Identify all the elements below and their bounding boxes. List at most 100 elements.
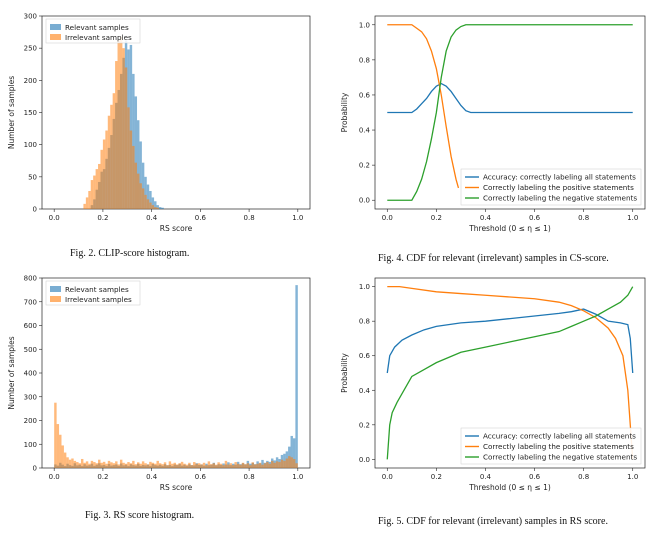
fig4-ytick-label: 1.0 bbox=[359, 21, 370, 29]
fig4-xtick-label: 0.0 bbox=[382, 214, 393, 222]
fig3-bar-irrelevant bbox=[59, 434, 62, 468]
fig2-ytick-label: 0 bbox=[33, 206, 37, 214]
fig4-xtick-label: 1.0 bbox=[627, 214, 638, 222]
fig2-bar-irrelevant bbox=[90, 180, 94, 209]
fig4-line-positive bbox=[387, 24, 460, 189]
fig4-ytick-label: 0.0 bbox=[359, 197, 370, 205]
fig2-legend-label: Relevant samples bbox=[65, 23, 129, 32]
fig5-xlabel: Threshold (0 ≤ η ≤ 1) bbox=[468, 483, 551, 492]
fig3-bar-irrelevant bbox=[171, 463, 174, 468]
fig5-ytick-label: 0.6 bbox=[359, 352, 371, 360]
fig2-bar-irrelevant bbox=[127, 107, 130, 209]
fig3-bar-irrelevant bbox=[168, 461, 172, 468]
fig3-bar-irrelevant bbox=[217, 462, 220, 468]
fig3-bar-irrelevant bbox=[54, 402, 57, 468]
fig3-bar-irrelevant bbox=[122, 462, 125, 468]
fig4-legend-label: Correctly labeling the negative statemen… bbox=[483, 194, 637, 203]
fig3-bar-relevant bbox=[290, 435, 293, 468]
fig4-legend-label: Accuracy: correctly labeling all stateme… bbox=[483, 173, 636, 182]
fig3-bar-irrelevant bbox=[246, 463, 250, 468]
fig3-bar-irrelevant bbox=[88, 463, 91, 468]
fig3-ytick-label: 0 bbox=[33, 465, 37, 473]
fig3-bar-irrelevant bbox=[173, 462, 176, 468]
fig2-bar-relevant bbox=[146, 184, 150, 209]
fig3-bar-irrelevant bbox=[256, 463, 259, 468]
fig3-bar-irrelevant bbox=[107, 460, 111, 468]
fig3-bar-irrelevant bbox=[141, 461, 145, 468]
fig4-xtick-label: 0.6 bbox=[529, 214, 541, 222]
fig5-ytick-label: 1.0 bbox=[359, 283, 370, 291]
fig2-bar-irrelevant bbox=[154, 207, 157, 209]
fig3-bar-irrelevant bbox=[100, 462, 103, 468]
fig3-bar-irrelevant bbox=[229, 463, 233, 468]
fig3-bar-irrelevant bbox=[273, 462, 276, 468]
fig3-xlabel: RS score bbox=[160, 483, 193, 492]
fig3-bar-irrelevant bbox=[251, 462, 254, 468]
fig2-bar-relevant bbox=[151, 197, 155, 209]
fig3-legend-swatch bbox=[50, 286, 61, 292]
fig4-line-accuracy bbox=[387, 82, 633, 114]
fig5-legend-box bbox=[460, 427, 642, 465]
fig2-bar-irrelevant bbox=[95, 169, 99, 209]
fig3-xtick-label: 0.8 bbox=[244, 473, 255, 481]
fig3-bar-irrelevant bbox=[66, 457, 69, 468]
fig2-ytick-label: 150 bbox=[24, 109, 37, 117]
fig4-xtick-label: 0.4 bbox=[480, 214, 492, 222]
fig2-bar-irrelevant bbox=[112, 93, 116, 209]
fig5-xtick-label: 0.4 bbox=[480, 473, 492, 481]
fig3-bar-irrelevant bbox=[234, 462, 237, 468]
fig2-bar-irrelevant bbox=[93, 175, 96, 209]
fig2-bar-irrelevant bbox=[107, 115, 111, 209]
fig3-bar-irrelevant bbox=[232, 465, 235, 468]
fig4-legend-box bbox=[460, 168, 642, 206]
fig3-bar-irrelevant bbox=[68, 459, 72, 468]
fig3-bar-irrelevant bbox=[268, 463, 272, 468]
fig4-ytick-label: 0.6 bbox=[359, 91, 371, 99]
fig2-bar-relevant bbox=[132, 73, 135, 210]
fig3-bar-irrelevant bbox=[263, 463, 267, 468]
fig2-chart: 0.0 0.2 0.4 0.6 0.8 1.0 0 50 100 150 200 250 300 RS s… bbox=[7, 13, 311, 233]
fig3-bar-irrelevant bbox=[188, 462, 191, 468]
fig3-bar-irrelevant bbox=[73, 460, 77, 468]
fig2-bar-irrelevant bbox=[134, 162, 138, 209]
fig3-xtick-label: 0.2 bbox=[97, 473, 108, 481]
fig5-ytick-label: 0.8 bbox=[359, 318, 370, 326]
fig2-bar-irrelevant bbox=[124, 67, 128, 209]
fig3-bar-irrelevant bbox=[158, 463, 162, 468]
fig3-bar-irrelevant bbox=[163, 462, 167, 468]
fig5-legend: Accuracy: correctly labeling all stateme… bbox=[460, 427, 642, 465]
fig2-bar-irrelevant bbox=[151, 205, 155, 209]
fig2-bar-irrelevant bbox=[105, 130, 108, 209]
fig3-legend-swatch bbox=[50, 296, 61, 302]
fig3-bar-irrelevant bbox=[205, 465, 208, 468]
fig3-bar-irrelevant bbox=[288, 456, 291, 468]
fig4-ytick-label: 0.8 bbox=[359, 56, 370, 64]
fig2-bar-irrelevant bbox=[117, 40, 120, 209]
fig3-ytick-label: 400 bbox=[24, 370, 37, 378]
fig2-bar-irrelevant bbox=[132, 145, 135, 209]
fig3-bar-relevant bbox=[261, 459, 264, 468]
fig3-bar-irrelevant bbox=[119, 459, 123, 468]
fig2-xtick-label: 0.8 bbox=[244, 214, 255, 222]
fig3-bar-irrelevant bbox=[210, 464, 213, 468]
fig3-bar-relevant bbox=[292, 438, 296, 468]
fig2-bar-irrelevant bbox=[146, 199, 150, 209]
fig2-bar-relevant bbox=[139, 141, 142, 209]
fig3-bar-irrelevant bbox=[295, 463, 298, 468]
fig2-bar-relevant bbox=[134, 96, 138, 209]
fig2-caption: Fig. 2. CLIP-score histogram. bbox=[70, 248, 190, 259]
fig3-bar-irrelevant bbox=[222, 465, 225, 468]
fig3-bar-irrelevant bbox=[258, 462, 262, 468]
fig5-xtick-label: 0.2 bbox=[431, 473, 442, 481]
fig5-legend-label: Accuracy: correctly labeling all stateme… bbox=[483, 432, 636, 441]
fig2-bar-irrelevant bbox=[115, 61, 118, 210]
fig3-legend-label: Irrelevant samples bbox=[65, 295, 132, 304]
fig2-bar-relevant bbox=[149, 190, 152, 209]
fig2-legend-swatch bbox=[50, 34, 61, 40]
fig2-bar-irrelevant bbox=[149, 202, 152, 209]
fig2-bar-irrelevant bbox=[141, 188, 145, 209]
fig4-xtick-label: 0.2 bbox=[431, 214, 442, 222]
fig3-bar-irrelevant bbox=[271, 460, 274, 468]
fig2-bar-relevant bbox=[137, 120, 140, 209]
